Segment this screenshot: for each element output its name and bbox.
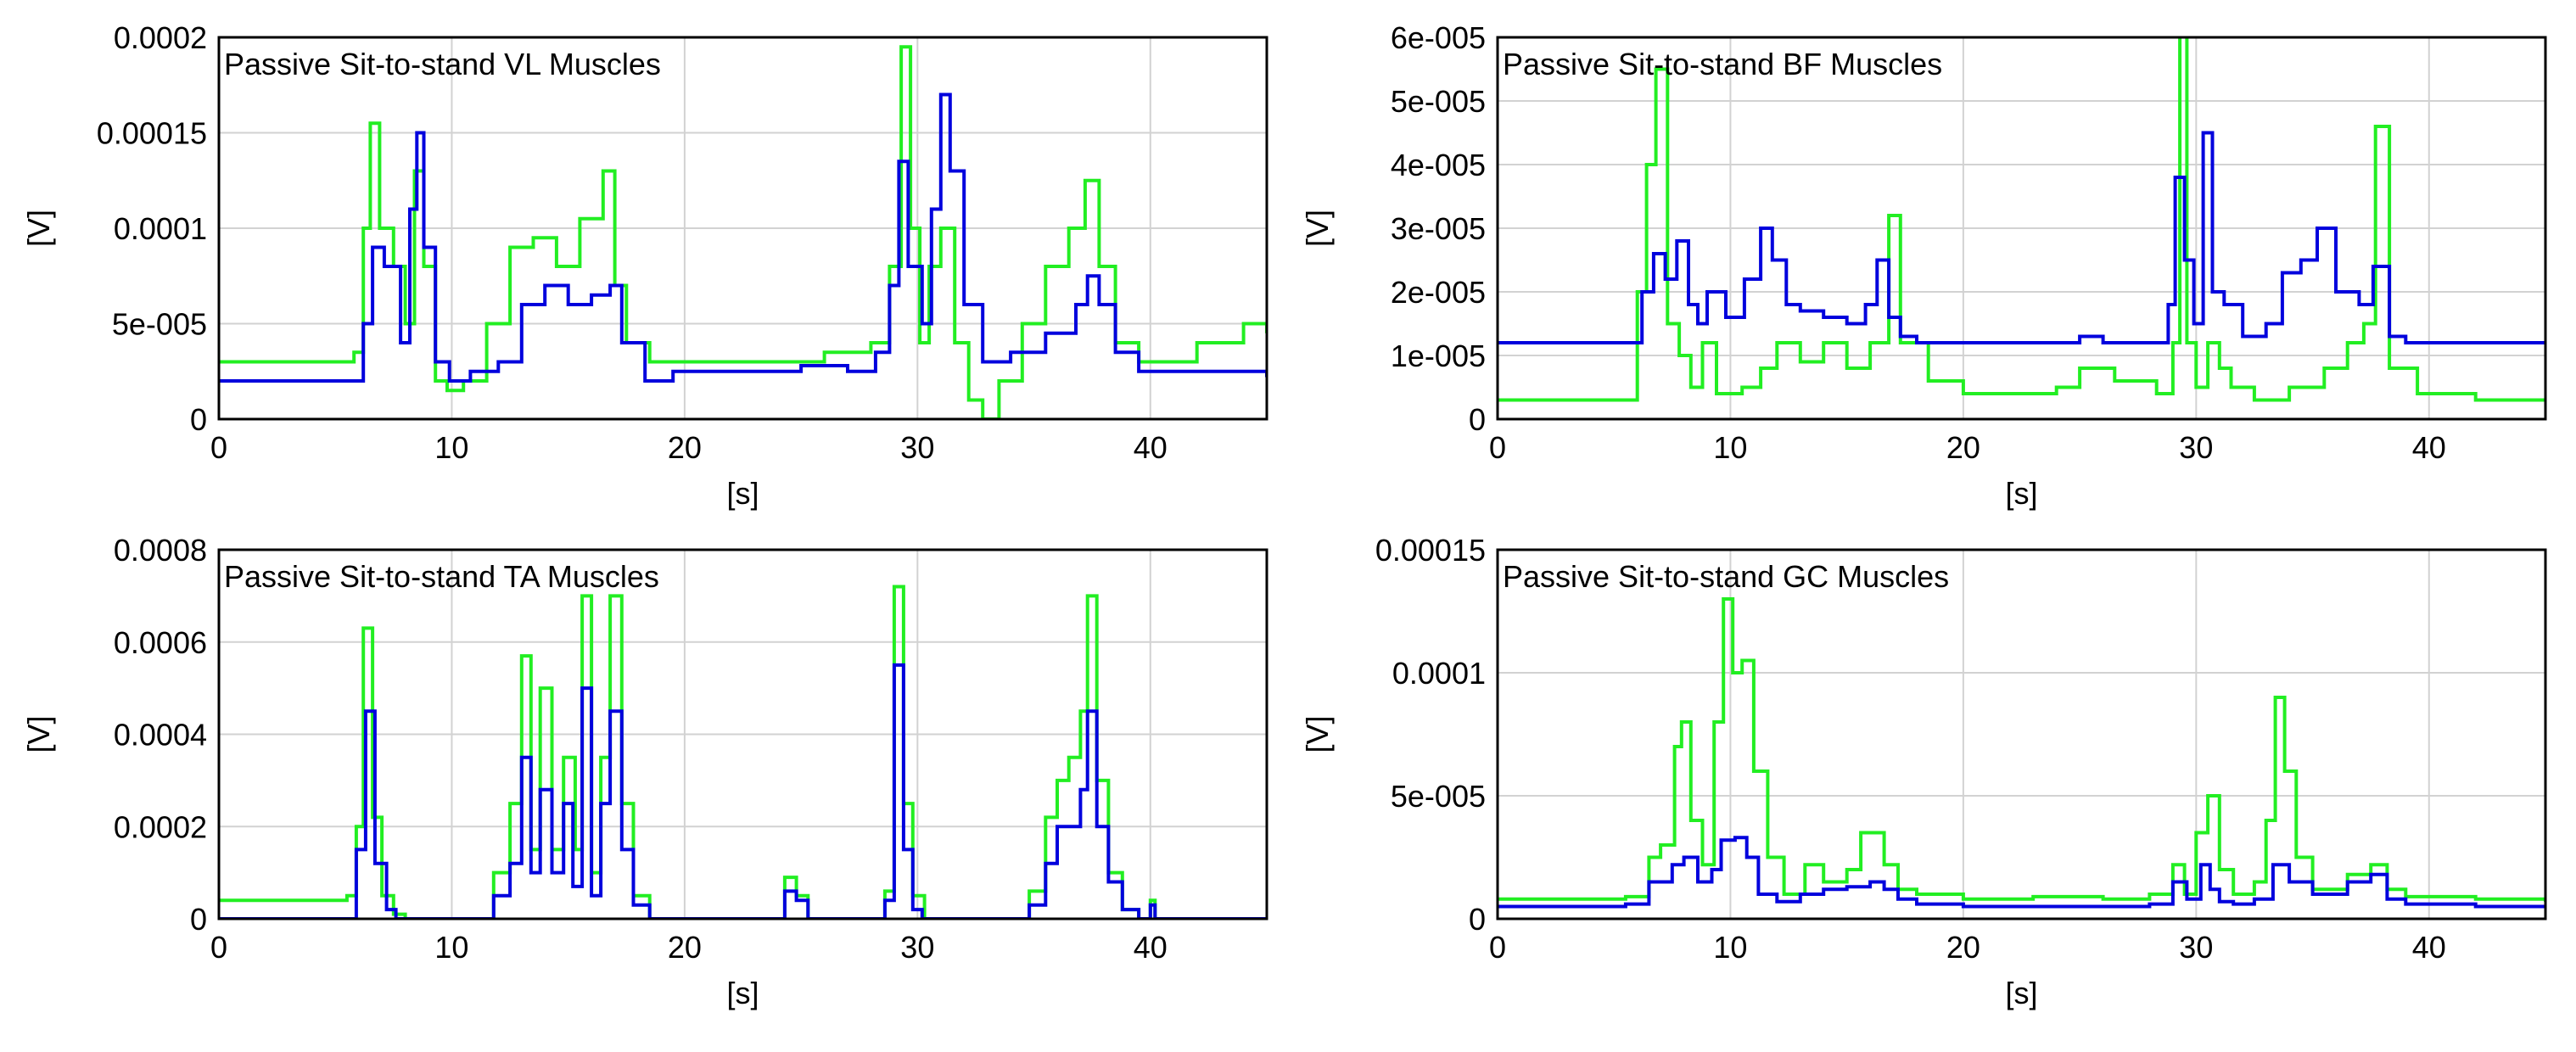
x-tick-label: 0 xyxy=(210,430,227,465)
x-axis-label: [s] xyxy=(726,976,759,1010)
y-tick-labels: 0 5e-005 0.0001 0.00015 0.0002 xyxy=(97,20,207,437)
chart-title: Passive Sit-to-stand VL Muscles xyxy=(224,47,661,81)
y-tick-labels: 0 5e-005 0.0001 0.00015 xyxy=(1375,533,1486,937)
x-tick-label: 20 xyxy=(1946,930,1980,965)
y-tick-label: 0 xyxy=(190,902,207,937)
x-tick-label: 10 xyxy=(434,930,468,965)
x-tick-labels: 0 10 20 30 40 xyxy=(1489,430,2446,465)
y-tick-label: 5e-005 xyxy=(112,307,207,342)
x-tick-label: 20 xyxy=(668,430,702,465)
x-axis-label: [s] xyxy=(2005,476,2037,511)
y-axis-label: [V] xyxy=(21,715,56,753)
series-line-green xyxy=(1498,37,2545,402)
y-tick-label: 5e-005 xyxy=(1391,84,1486,119)
x-tick-labels: 0 10 20 30 40 xyxy=(1489,930,2446,965)
x-tick-label: 10 xyxy=(434,430,468,465)
x-tick-label: 40 xyxy=(2412,930,2446,965)
x-tick-label: 40 xyxy=(2412,430,2446,465)
y-tick-label: 0.0002 xyxy=(114,20,207,55)
chart-title: Passive Sit-to-stand BF Muscles xyxy=(1503,47,1942,81)
plot-frame xyxy=(1496,548,2547,920)
series-lines xyxy=(1498,37,2545,402)
series-line-blue xyxy=(1498,131,2545,344)
x-tick-label: 30 xyxy=(900,430,934,465)
chart-vl-muscles: 0 10 20 30 40 0 5e-005 0.0001 0.00015 0.0002 Pas… xyxy=(21,20,1268,511)
y-tick-label: 0.00015 xyxy=(1375,533,1486,568)
y-axis-label: [V] xyxy=(1300,210,1335,247)
y-tick-label: 5e-005 xyxy=(1391,779,1486,814)
series-lines xyxy=(1498,597,2545,909)
x-tick-label: 20 xyxy=(1946,430,1980,465)
x-tick-label: 0 xyxy=(210,930,227,965)
y-tick-label: 0 xyxy=(1469,402,1486,437)
x-axis-label: [s] xyxy=(2005,976,2037,1010)
y-tick-label: 0.0008 xyxy=(114,533,207,568)
x-tick-label: 20 xyxy=(668,930,702,965)
series-line-green xyxy=(219,45,1267,419)
chart-title: Passive Sit-to-stand TA Muscles xyxy=(224,559,659,594)
y-tick-label: 2e-005 xyxy=(1391,275,1486,310)
y-tick-label: 0.0001 xyxy=(114,211,207,246)
x-tick-label: 10 xyxy=(1713,430,1747,465)
series-line-blue xyxy=(219,663,1267,919)
x-tick-labels: 0 10 20 30 40 xyxy=(210,430,1168,465)
chart-ta-muscles: 0 10 20 30 40 0 0.0002 0.0004 0.0006 0.0008 Pass… xyxy=(21,533,1268,1010)
x-axis-label: [s] xyxy=(726,476,759,511)
x-tick-labels: 0 10 20 30 40 xyxy=(210,930,1168,965)
x-tick-label: 0 xyxy=(1489,430,1506,465)
y-tick-label: 6e-005 xyxy=(1391,20,1486,55)
y-tick-label: 0 xyxy=(1469,902,1486,937)
series-line-blue xyxy=(1498,836,2545,909)
y-tick-label: 0.0006 xyxy=(114,625,207,660)
series-lines xyxy=(219,585,1267,919)
x-tick-label: 30 xyxy=(2179,430,2213,465)
series-line-green xyxy=(1498,597,2545,902)
y-tick-label: 0.0001 xyxy=(1392,656,1486,691)
y-axis-label: [V] xyxy=(21,210,56,247)
series-lines xyxy=(219,45,1267,419)
chart-bf-muscles: 0 10 20 30 40 0 1e-005 2e-005 3e-005 4e-005 5e-00… xyxy=(1300,20,2547,511)
x-tick-label: 30 xyxy=(2179,930,2213,965)
y-tick-label: 0.0004 xyxy=(114,718,207,753)
plot-frame xyxy=(217,548,1268,920)
plot-frame xyxy=(217,36,1268,421)
y-tick-label: 1e-005 xyxy=(1391,339,1486,373)
x-tick-label: 40 xyxy=(1134,930,1168,965)
plot-frame xyxy=(1496,36,2547,421)
y-axis-label: [V] xyxy=(1300,715,1335,753)
x-tick-label: 10 xyxy=(1713,930,1747,965)
chart-title: Passive Sit-to-stand GC Muscles xyxy=(1503,559,1949,594)
y-tick-label: 3e-005 xyxy=(1391,211,1486,246)
series-line-blue xyxy=(219,92,1267,383)
y-tick-label: 0 xyxy=(190,402,207,437)
y-tick-labels: 0 0.0002 0.0004 0.0006 0.0008 xyxy=(114,533,207,937)
y-tick-label: 0.0002 xyxy=(114,809,207,844)
y-tick-labels: 0 1e-005 2e-005 3e-005 4e-005 5e-005 6e-005 xyxy=(1391,20,1486,437)
y-tick-label: 0.00015 xyxy=(97,116,207,151)
y-tick-label: 4e-005 xyxy=(1391,148,1486,182)
chart-gc-muscles: 0 10 20 30 40 0 5e-005 0.0001 0.00015 Passive S… xyxy=(1300,533,2547,1010)
x-tick-label: 0 xyxy=(1489,930,1506,965)
x-tick-label: 40 xyxy=(1134,430,1168,465)
x-tick-label: 30 xyxy=(900,930,934,965)
